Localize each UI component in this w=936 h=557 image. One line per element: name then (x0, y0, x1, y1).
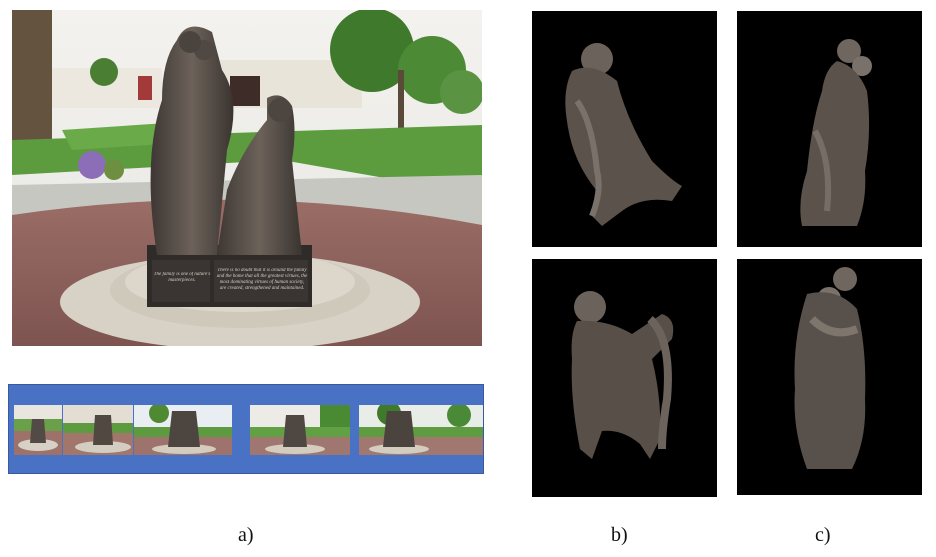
statue-photo: The family is one of nature's masterpiec… (12, 10, 482, 346)
caption-a: a) (238, 524, 254, 546)
render-man-view-1 (532, 11, 717, 247)
caption-b: b) (611, 524, 628, 546)
caption-c: c) (815, 524, 831, 546)
render-woman-view-1 (737, 11, 922, 247)
input-view-thumbnail (14, 405, 62, 455)
input-views-filmstrip (8, 384, 484, 474)
plaque-left-text: The family is one of nature's masterpiec… (153, 272, 211, 283)
input-view-thumbnail (359, 405, 483, 455)
render-man-view-2 (532, 259, 717, 497)
render-woman-view-2 (737, 259, 922, 495)
input-view-thumbnail (250, 405, 350, 455)
plaque-right-text: There is no doubt that it is around the … (216, 268, 308, 291)
input-view-thumbnail (63, 405, 133, 455)
input-view-thumbnail (134, 405, 232, 455)
